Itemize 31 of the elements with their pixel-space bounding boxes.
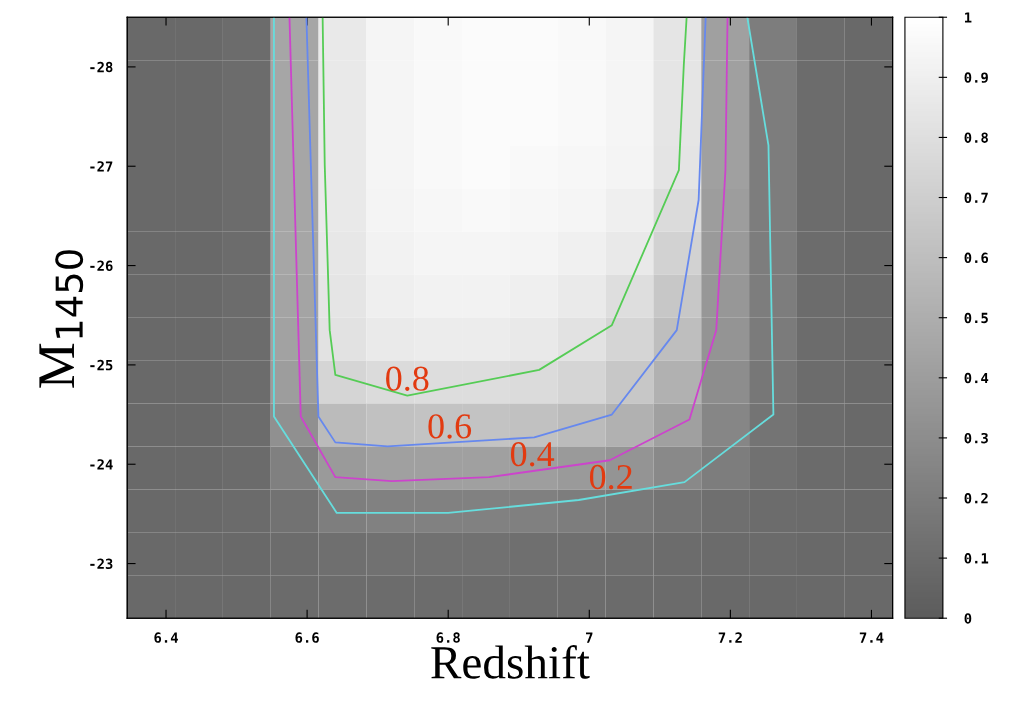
x-axis-title: Redshift <box>431 645 590 679</box>
color-bar-label: 0.3 <box>964 432 988 444</box>
annotation: 0.8 <box>386 366 429 391</box>
color-bar-label: 1 <box>965 12 972 23</box>
color-bar-label: 0.1 <box>964 553 989 564</box>
color-bar-label: 0 <box>964 613 972 624</box>
x-tick-label: 7 <box>586 632 593 643</box>
x-tick-label: 6.6 <box>295 632 319 643</box>
y-axis-title: M$_{1450}$ <box>39 250 84 388</box>
annotation: 0.2 <box>589 464 632 490</box>
color-bar-label: 0.5 <box>964 312 988 324</box>
annotation: 0.6 <box>428 414 472 439</box>
x-tick-label: 6.4 <box>154 632 178 643</box>
y-tick-label: -24 <box>90 459 113 470</box>
line-series <box>273 17 775 514</box>
y-tick-label: -26 <box>90 260 113 272</box>
y-tick-label: -28 <box>90 61 113 73</box>
y-tick-label: -23 <box>90 558 113 570</box>
annotation: 0.4 <box>510 441 555 467</box>
x-tick-label: 6.8 <box>436 632 460 643</box>
line-series <box>321 17 688 397</box>
color-bar-label: 0.4 <box>964 372 989 384</box>
color-bar-label: 0.7 <box>964 192 988 203</box>
x-tick-label: 7.2 <box>718 632 742 643</box>
x-tick-label: 7.4 <box>859 632 884 643</box>
color-bar-label: 0.8 <box>964 132 988 143</box>
color-bar-label: 0.6 <box>964 252 989 264</box>
color-bar-label: 0.9 <box>964 72 988 83</box>
y-tick-label: -27 <box>90 161 113 172</box>
y-tick-label: -25 <box>90 359 113 371</box>
color-bar-label: 0.2 <box>964 492 988 504</box>
